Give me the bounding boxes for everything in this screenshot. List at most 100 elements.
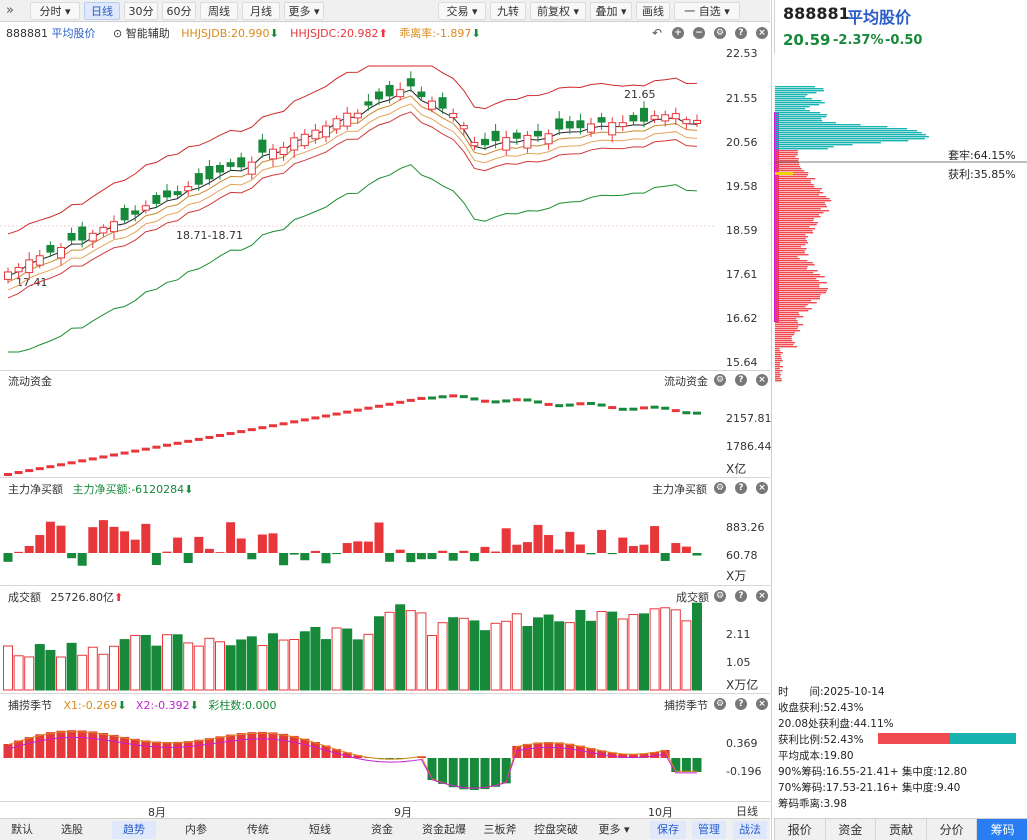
tab-insider[interactable]: 内参 — [185, 823, 207, 836]
candle — [57, 247, 65, 259]
tab-monthly[interactable]: 月线 — [242, 2, 280, 20]
ma-line — [7, 95, 698, 283]
chip-bar — [775, 270, 818, 272]
assist-toggle[interactable]: ⊙ 智能辅助 — [113, 27, 170, 40]
settings-icon[interactable]: ⚙ — [714, 590, 726, 602]
flow-mark — [428, 396, 436, 400]
candle — [597, 117, 606, 123]
tab-contribution[interactable]: 贡献 — [876, 819, 927, 840]
close-icon[interactable]: × — [756, 374, 768, 386]
close-icon[interactable]: × — [756, 590, 768, 602]
candle — [502, 137, 511, 151]
tab-trend[interactable]: 趋势 — [112, 821, 156, 839]
tab-funds[interactable]: 资金 — [826, 819, 877, 840]
chip-bar — [775, 164, 800, 166]
tab-stock-pick[interactable]: 选股 — [61, 823, 83, 836]
tab-short[interactable]: 短线 — [309, 823, 331, 836]
help-icon[interactable]: ? — [735, 698, 747, 710]
tab-more[interactable]: 更多 ▾ — [598, 823, 630, 836]
price-tick: 18.59 — [726, 224, 758, 237]
help-icon[interactable]: ? — [735, 482, 747, 494]
chip-bar — [775, 310, 809, 312]
net-bar — [24, 545, 34, 553]
chip-bar — [775, 160, 799, 162]
x1-line — [7, 731, 697, 789]
flow-mark — [131, 449, 140, 453]
season-bar — [353, 755, 363, 758]
flow-mark — [375, 404, 383, 408]
turnover-bar — [533, 617, 543, 691]
expand-icon[interactable]: » — [6, 3, 14, 18]
help-icon[interactable]: ? — [735, 590, 747, 602]
chip-bar — [775, 300, 812, 302]
chip-bar — [775, 372, 780, 374]
close-icon[interactable]: × — [756, 27, 768, 39]
chip-bar — [775, 166, 801, 168]
turnover-bar — [109, 645, 119, 691]
chip-bar — [775, 296, 820, 298]
tab-daily[interactable]: 日线 — [84, 2, 120, 20]
season-bar — [141, 740, 151, 758]
tab-control-break[interactable]: 控盘突破 — [534, 823, 578, 836]
nine-turn-button[interactable]: 九转 — [490, 2, 526, 20]
zoom-out-icon[interactable]: − — [693, 27, 705, 39]
draw-button[interactable]: 画线 — [636, 2, 670, 20]
season-bar — [607, 752, 617, 758]
watchlist-button[interactable]: 一 自选 ▾ — [674, 2, 740, 20]
candlestick-chart[interactable] — [0, 40, 722, 370]
ma-line — [7, 89, 698, 277]
tab-chips[interactable]: 筹码 — [977, 819, 1027, 840]
back-icon[interactable]: ↶ — [652, 26, 663, 40]
settings-icon[interactable]: ⚙ — [714, 698, 726, 710]
tab-minute[interactable]: 分时 ▾ — [30, 2, 80, 20]
net-bar — [45, 521, 55, 553]
tab-capital-burst[interactable]: 资金起爆 — [422, 823, 466, 836]
close-icon[interactable]: × — [756, 482, 768, 494]
close-icon[interactable]: × — [756, 698, 768, 710]
manage-button[interactable]: 管理 — [692, 821, 726, 839]
help-icon[interactable]: ? — [735, 27, 747, 39]
tab-60min[interactable]: 60分 — [162, 2, 196, 20]
zoom-in-icon[interactable]: + — [672, 27, 684, 39]
net-bar — [522, 542, 532, 553]
net-bar — [565, 531, 575, 553]
trade-button[interactable]: 交易 ▾ — [438, 2, 486, 20]
flow-mark — [4, 473, 12, 476]
season-tick: 0.369 — [726, 737, 758, 750]
season-bar — [565, 743, 575, 758]
net-bar — [671, 543, 681, 553]
quote-header: 888881 平均股价 20.59 -2.37% -0.50 — [774, 0, 1027, 54]
tab-traditional[interactable]: 传统 — [247, 823, 269, 836]
season-bar — [671, 758, 681, 772]
flow-mark — [46, 465, 55, 469]
turnover-bar — [628, 614, 639, 691]
help-icon[interactable]: ? — [735, 374, 747, 386]
candle — [226, 162, 235, 167]
turnover-tick: 1.05 — [726, 656, 751, 669]
flow-chart — [4, 394, 701, 476]
settings-icon[interactable]: ⚙ — [714, 27, 726, 39]
tab-three-axe[interactable]: 三板斧 — [483, 823, 517, 836]
turnover-title-right: 成交额 — [676, 591, 709, 604]
turnover-bar — [490, 622, 501, 691]
save-button[interactable]: 保存 — [650, 821, 686, 839]
overlay-button[interactable]: 叠加 ▾ — [590, 2, 632, 20]
tab-default[interactable]: 默认 — [11, 823, 33, 836]
tab-capital[interactable]: 资金 — [371, 823, 393, 836]
settings-icon[interactable]: ⚙ — [714, 374, 726, 386]
strategy-button[interactable]: 战法 — [733, 821, 767, 839]
net-bar — [660, 553, 670, 561]
tab-quote[interactable]: 报价 — [775, 819, 826, 840]
settings-icon[interactable]: ⚙ — [714, 482, 726, 494]
tab-weekly[interactable]: 周线 — [200, 2, 238, 20]
adjust-button[interactable]: 前复权 ▾ — [530, 2, 586, 20]
tab-more[interactable]: 更多 ▾ — [284, 2, 324, 20]
turnover-bar — [236, 639, 247, 691]
chip-bar — [775, 256, 798, 258]
tab-price-split[interactable]: 分价 — [927, 819, 978, 840]
ma-line — [7, 111, 698, 299]
tab-30min[interactable]: 30分 — [124, 2, 158, 20]
candle — [322, 125, 330, 138]
flow-mark — [396, 400, 405, 404]
candle — [576, 120, 585, 129]
